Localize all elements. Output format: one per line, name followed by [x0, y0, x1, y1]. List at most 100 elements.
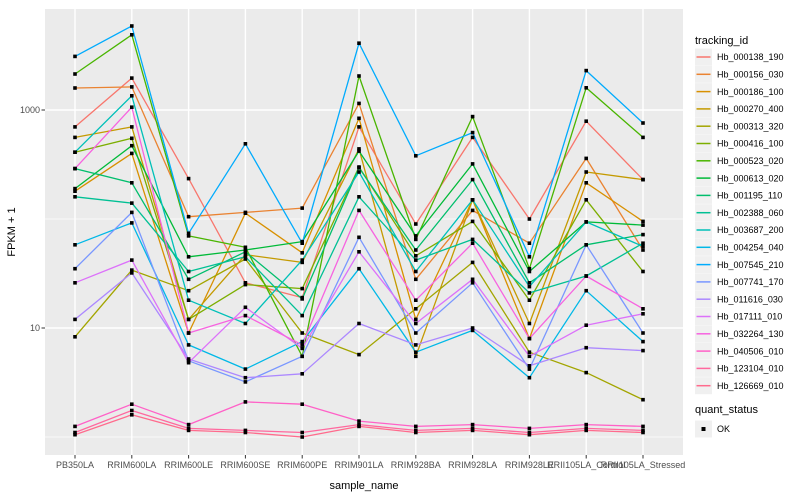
data-point [641, 269, 645, 274]
data-point [300, 286, 304, 291]
data-point [243, 250, 248, 254]
data-point [186, 269, 191, 274]
data-point [584, 198, 588, 202]
data-point [527, 217, 532, 221]
legend-label: Hb_000270_400 [717, 104, 784, 114]
data-point [641, 430, 645, 435]
data-point [414, 343, 418, 347]
data-point [357, 149, 361, 153]
data-point [470, 219, 475, 224]
data-point [300, 435, 304, 439]
data-point [130, 94, 134, 98]
data-point [300, 313, 304, 318]
data-point [243, 380, 248, 384]
data-point [243, 255, 248, 259]
data-point [470, 241, 475, 245]
x-tick-label: RRII105LA_Stressed [601, 460, 686, 470]
data-point [300, 430, 304, 435]
data-point [243, 282, 248, 287]
data-point [584, 370, 588, 375]
data-point [73, 195, 77, 199]
data-point [243, 245, 248, 250]
legend-label: Hb_000138_190 [717, 52, 784, 62]
data-point [186, 214, 191, 219]
data-point [470, 208, 475, 213]
data-point [470, 422, 475, 427]
data-point [527, 291, 532, 295]
data-point [130, 24, 134, 28]
data-point [470, 135, 475, 140]
series-points-Hb_011616_030 [73, 271, 645, 380]
data-point [73, 281, 77, 285]
data-point [414, 350, 418, 354]
data-point [243, 321, 248, 326]
legend-label: Hb_123104_010 [717, 364, 784, 374]
data-point [130, 408, 134, 413]
data-point [300, 251, 304, 255]
data-point [243, 257, 248, 261]
data-point [357, 208, 361, 213]
data-point [414, 331, 418, 335]
data-point [357, 266, 361, 271]
series-points-Hb_007545_210 [73, 24, 645, 259]
data-point [584, 428, 588, 433]
data-point [186, 426, 191, 431]
data-point [527, 367, 532, 371]
data-point [470, 260, 475, 265]
data-point [357, 424, 361, 429]
data-point [186, 176, 191, 181]
x-tick-label: RRIM600SE [220, 460, 270, 470]
data-point [300, 241, 304, 245]
data-point [584, 422, 588, 427]
data-point [414, 321, 418, 326]
data-point [186, 255, 191, 259]
legend-label: Hb_000156_030 [717, 70, 784, 80]
series-points-Hb_040506_010 [73, 400, 645, 431]
legend-label: Hb_017111_010 [717, 312, 782, 322]
data-point [186, 288, 191, 293]
series-points-Hb_032264_130 [73, 105, 645, 347]
legend-label: Hb_000416_100 [717, 139, 784, 149]
data-point [130, 136, 134, 141]
data-point [357, 125, 361, 129]
data-point [641, 177, 645, 182]
data-point [470, 237, 475, 242]
series-points-Hb_000523_020 [73, 33, 645, 359]
data-point [357, 321, 361, 326]
data-point [357, 352, 361, 357]
data-point [414, 269, 418, 274]
data-point [186, 234, 191, 238]
data-point [130, 181, 134, 185]
data-point [584, 156, 588, 161]
data-point [470, 177, 475, 182]
data-point [584, 220, 588, 224]
data-point [527, 375, 532, 380]
data-point [73, 150, 77, 154]
series-points-Hb_003687_200 [73, 94, 645, 326]
data-point [130, 201, 134, 205]
data-point [527, 281, 532, 285]
data-point [73, 189, 77, 193]
data-point [470, 426, 475, 431]
data-point [73, 432, 77, 437]
data-point [641, 223, 645, 227]
data-point [130, 151, 134, 156]
data-point [414, 317, 418, 322]
legend-label: Hb_001195_110 [717, 191, 782, 201]
data-point [186, 331, 191, 335]
data-point [641, 348, 645, 353]
x-tick-label: RRIM600LE [164, 460, 213, 470]
data-point [641, 121, 645, 125]
data-point [357, 195, 361, 199]
data-point [527, 432, 532, 437]
data-point [243, 430, 248, 435]
data-point [186, 343, 191, 347]
data-point [300, 354, 304, 359]
data-point [527, 284, 532, 289]
data-point [73, 166, 77, 171]
data-point [243, 375, 248, 380]
data-point [470, 198, 475, 202]
data-point [243, 252, 248, 257]
legend-label: Hb_002388_060 [717, 208, 784, 218]
y-tick-label: 1000 [20, 105, 40, 115]
